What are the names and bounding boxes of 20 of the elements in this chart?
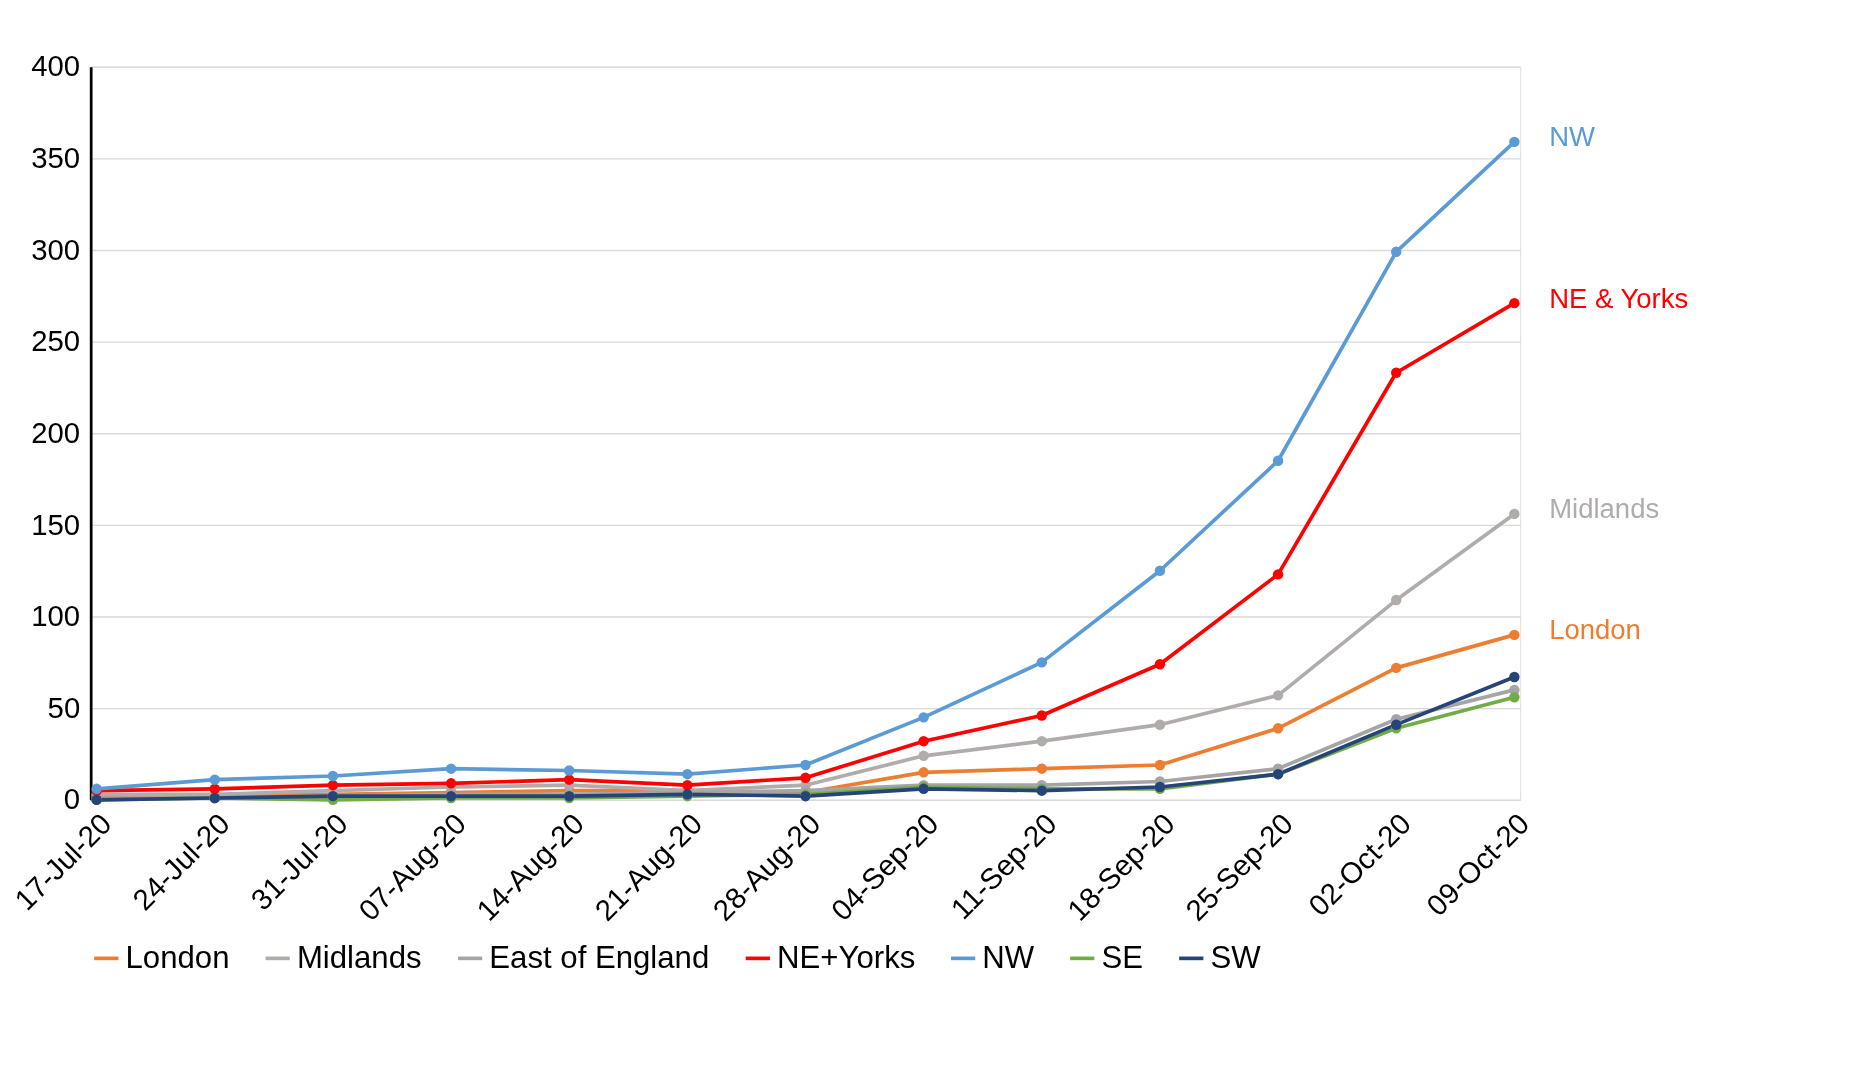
- y-tick-label: 100: [31, 599, 81, 633]
- y-tick-label: 300: [31, 232, 81, 266]
- y-tick-label: 200: [31, 415, 81, 449]
- y-tick-label: 0: [63, 782, 81, 816]
- legend-label: London: [125, 939, 230, 975]
- legend-label: East of England: [489, 939, 710, 975]
- text: London: [1549, 614, 1641, 646]
- legend-label: NE+Yorks: [777, 939, 916, 975]
- legend-label: SW: [1210, 939, 1262, 975]
- y-tick-label: 150: [31, 507, 81, 541]
- legend-label: Midlands: [296, 939, 422, 975]
- y-tick-label: 250: [31, 324, 81, 358]
- y-tick-label: 50: [47, 690, 81, 724]
- y-tick-label: 350: [31, 140, 81, 174]
- y-tick-label: 400: [31, 49, 81, 83]
- text: Midlands: [1549, 493, 1660, 525]
- text: NE & Yorks: [1549, 282, 1689, 314]
- legend-label: NW: [982, 939, 1035, 975]
- legend-label: SE: [1101, 939, 1144, 975]
- text: NW: [1549, 121, 1596, 153]
